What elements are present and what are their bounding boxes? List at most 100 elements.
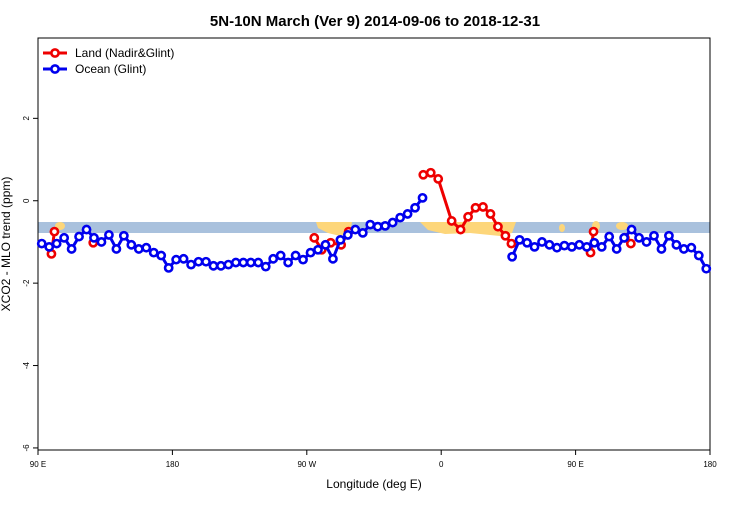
point (634, 232, 644, 243)
point (309, 232, 320, 243)
point (223, 259, 234, 270)
point (493, 221, 503, 232)
point (529, 241, 540, 252)
point (283, 257, 294, 268)
point (193, 256, 204, 267)
point (619, 232, 630, 243)
point (268, 253, 279, 264)
point (678, 244, 689, 254)
y-tick-label: -2 (22, 279, 31, 287)
point (581, 241, 592, 252)
x-tick-label: 90 E (30, 460, 46, 469)
y-axis-label: XCO2 - MLO trend (ppm) (0, 177, 13, 312)
x-tick-label: 0 (439, 460, 444, 469)
point (357, 227, 368, 238)
point (693, 250, 704, 261)
point (365, 219, 376, 230)
point (478, 202, 488, 212)
y-tick-label: 2 (22, 116, 31, 121)
x-axis-label: Longitude (deg E) (326, 477, 421, 491)
point (298, 254, 308, 265)
point (148, 247, 159, 258)
point (500, 230, 511, 241)
point (604, 231, 615, 242)
legend-label: Land (Nadir&Glint) (75, 46, 174, 60)
point (305, 247, 316, 258)
point (328, 253, 338, 264)
land-patch (420, 222, 516, 236)
point (201, 256, 211, 267)
point (96, 237, 107, 247)
point (589, 237, 600, 248)
point (230, 257, 241, 268)
point (178, 253, 189, 264)
point (686, 242, 697, 253)
point (425, 167, 436, 178)
point (372, 221, 383, 232)
point (313, 244, 323, 255)
point (574, 239, 585, 250)
point (611, 244, 622, 254)
point (566, 241, 577, 252)
point (522, 237, 532, 248)
point (625, 238, 636, 249)
point (380, 220, 391, 231)
point (656, 244, 667, 254)
point (588, 226, 599, 237)
legend-label: Ocean (Glint) (75, 62, 146, 76)
point (537, 237, 547, 247)
point (433, 174, 444, 184)
legend-marker (50, 64, 60, 74)
point (410, 202, 420, 213)
point (290, 250, 301, 261)
point (253, 257, 264, 268)
y-tick-label: -4 (22, 361, 31, 369)
point (141, 242, 152, 253)
point (104, 230, 114, 240)
point (446, 216, 457, 226)
land-patch (559, 224, 565, 232)
point (51, 238, 62, 249)
point (350, 224, 361, 235)
point (514, 234, 525, 245)
point (641, 237, 652, 247)
point (81, 224, 92, 235)
point (118, 230, 129, 241)
point (111, 244, 122, 254)
point (335, 234, 346, 245)
point (552, 242, 562, 253)
point (649, 230, 659, 241)
point (59, 232, 70, 243)
point (126, 239, 137, 250)
point (186, 259, 196, 270)
legend: Land (Nadir&Glint) Ocean (Glint) (43, 46, 174, 76)
land-patch (616, 222, 628, 230)
point (470, 202, 481, 213)
point (463, 211, 473, 222)
x-tick-label: 90 E (567, 460, 583, 469)
point (395, 212, 406, 223)
point (238, 257, 249, 268)
chart-title: 5N-10N March (Ver 9) 2014-09-06 to 2018-… (210, 13, 540, 30)
point (245, 257, 256, 268)
point (216, 260, 226, 271)
point (156, 250, 167, 261)
legend-marker (50, 48, 60, 58)
point (275, 250, 286, 261)
land-patch (316, 222, 352, 236)
point (66, 244, 77, 254)
point (544, 239, 555, 250)
point (402, 209, 413, 219)
x-tick-label: 90 W (297, 460, 316, 469)
point (701, 263, 712, 274)
point (485, 209, 496, 219)
point (417, 192, 428, 203)
point (387, 217, 398, 228)
point (74, 231, 84, 242)
point (506, 238, 517, 249)
x-tick-label: 180 (166, 460, 180, 469)
y-tick-label: -6 (22, 444, 31, 452)
point (320, 239, 331, 250)
